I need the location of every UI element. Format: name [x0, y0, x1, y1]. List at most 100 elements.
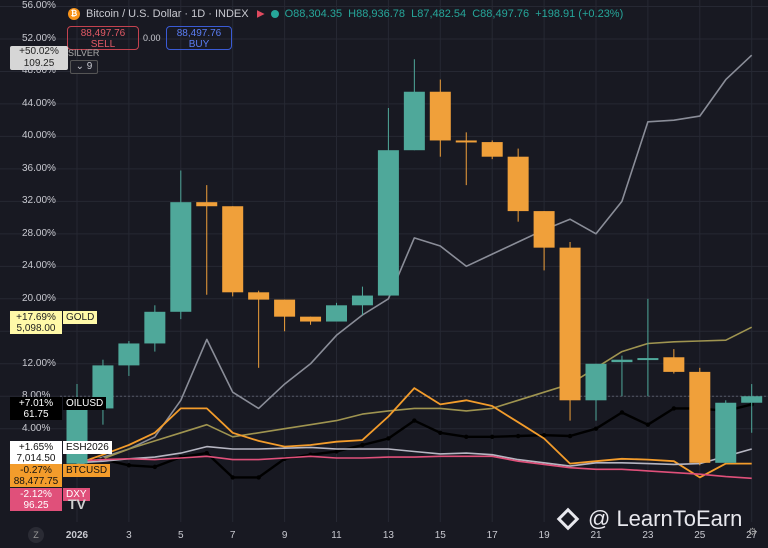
high-value: H88,936.78: [348, 8, 406, 20]
x-tick-label: 11: [331, 530, 342, 541]
y-tick-label: 24.00%: [22, 260, 56, 272]
btc-pct: -0.27%: [20, 465, 52, 476]
close-value: C88,497.76: [472, 8, 530, 20]
candle-body: [118, 343, 140, 366]
tradingview-logo: TV: [68, 496, 86, 512]
x-tick-label: 5: [178, 530, 184, 541]
oil-pct: +7.01%: [18, 398, 54, 409]
sell-button[interactable]: 88,497.76 SELL: [67, 26, 139, 50]
candle-body: [507, 156, 529, 212]
series-point-oilusd: [386, 436, 391, 441]
esh-value: 7,014.50: [16, 453, 56, 464]
candle-body: [403, 91, 425, 151]
series-point-oilusd: [438, 430, 443, 435]
buy-label: BUY: [188, 39, 210, 50]
candle-body: [481, 142, 503, 157]
series-point-oilusd: [230, 475, 235, 480]
y-tick-label: 32.00%: [22, 195, 56, 207]
gold-pct: +17.69%: [16, 312, 56, 323]
series-point-oilusd: [126, 463, 132, 468]
gold-price-label: +17.69% 5,098.00: [10, 311, 62, 334]
gold-tag: GOLD: [63, 311, 98, 324]
series-point-oilusd: [515, 433, 521, 439]
candle-body: [637, 358, 659, 361]
buy-button[interactable]: 88,497.76 BUY: [166, 26, 232, 50]
chart-header: ₿ Bitcoin / U.S. Dollar · 1D · INDEX O88…: [68, 6, 626, 22]
dxy-tag: DXY: [63, 488, 90, 501]
series-point-oilusd: [334, 449, 339, 454]
candle-body: [455, 140, 477, 143]
series-point-oilusd: [645, 422, 651, 427]
open-value: O88,304.35: [284, 8, 343, 20]
x-tick-label: 27: [746, 530, 758, 541]
low-value: L87,482.54: [411, 8, 467, 20]
flag-icon[interactable]: [256, 10, 265, 18]
y-tick-label: 12.00%: [22, 357, 56, 369]
oil-price-label: +7.01% 61.75: [10, 397, 62, 420]
y-tick-label: 56.00%: [22, 0, 56, 12]
esh-tag: ESH2026: [63, 441, 112, 454]
zoom-reset-button[interactable]: Z: [28, 527, 44, 543]
candle-body: [144, 311, 166, 344]
candle-body: [377, 150, 399, 296]
silver-pct: +50.02%: [19, 46, 59, 57]
silver-tag: SILVER: [68, 48, 100, 58]
candle-body: [274, 299, 296, 317]
series-point-oilusd: [412, 418, 417, 423]
watermark: @ LearnToEarn: [556, 506, 742, 532]
symbol-title[interactable]: Bitcoin / U.S. Dollar · 1D · INDEX: [86, 8, 249, 20]
x-tick-label: 3: [126, 530, 132, 541]
candle-body: [715, 402, 737, 463]
x-tick-label: 23: [642, 530, 654, 541]
series-point-oilusd: [360, 442, 365, 448]
series-point-oilusd: [490, 434, 495, 440]
series-line-silver: [76, 54, 753, 467]
market-status-icon: [270, 10, 279, 18]
silver-value: 109.25: [23, 58, 55, 69]
y-tick-label: 44.00%: [22, 97, 56, 109]
series-point-oilusd: [593, 426, 599, 431]
candle-body: [196, 202, 218, 207]
btc-price-label: -0.27% 88,477.75: [10, 464, 62, 487]
candle-body: [170, 202, 192, 312]
settings-icon[interactable]: ⚙: [748, 527, 757, 538]
x-tick-label: 7: [229, 530, 236, 541]
esh-pct: +1.65%: [18, 442, 54, 453]
dxy-pct: -2.12%: [20, 489, 52, 500]
series-point-oilusd: [256, 475, 261, 480]
sell-label: SELL: [90, 39, 116, 50]
series-point-oilusd: [567, 433, 573, 439]
x-tick-label: 2026: [65, 530, 89, 541]
esh-price-label: +1.65% 7,014.50: [10, 441, 62, 464]
silver-price-label: +50.02% 109.25: [10, 46, 68, 70]
y-tick-label: 20.00%: [22, 292, 56, 304]
candle-body: [585, 363, 607, 401]
series-line-gold: [76, 326, 753, 464]
series-point-oilusd: [619, 410, 625, 415]
change-value: +198.91 (+0.23%): [535, 8, 624, 20]
buy-price: 88,497.76: [176, 28, 222, 39]
candle-body: [611, 359, 633, 363]
x-tick-label: 13: [382, 530, 394, 541]
candle-body: [351, 295, 373, 306]
indicator-count-button[interactable]: ⌄ 9: [70, 60, 98, 74]
x-tick-label: 15: [434, 530, 446, 541]
y-tick-label: 52.00%: [22, 32, 56, 44]
series-point-oilusd: [671, 406, 677, 411]
x-tick-label: 25: [694, 530, 706, 541]
bitcoin-icon: ₿: [68, 8, 80, 20]
spread-value: 0.00: [143, 33, 161, 43]
series-line-oilusd: [76, 403, 752, 479]
oil-tag: OILUSD: [63, 397, 107, 410]
y-tick-label: 48.00%: [22, 65, 56, 77]
x-tick-label: 17: [486, 530, 498, 541]
candle-body: [222, 206, 244, 293]
ohlc-values: O88,304.35 H88,936.78 L87,482.54 C88,497…: [285, 8, 627, 20]
candle-body: [429, 91, 451, 141]
candle-body: [741, 396, 763, 403]
dxy-price-label: -2.12% 96.25: [10, 488, 62, 511]
series-point-oilusd: [204, 450, 209, 456]
candle-body: [663, 357, 685, 372]
y-tick-label: 40.00%: [22, 130, 56, 142]
